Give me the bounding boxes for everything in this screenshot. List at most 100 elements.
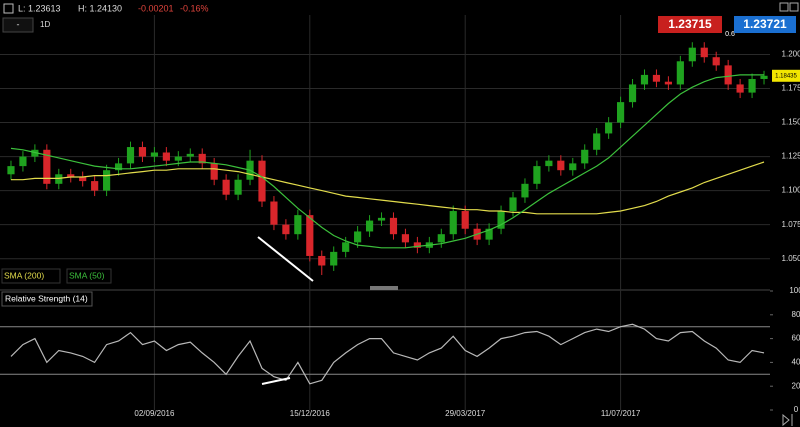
candle-body [605, 122, 613, 134]
candle-body [150, 152, 158, 157]
legend-box [1, 291, 93, 307]
candle-body [7, 166, 15, 175]
y-tick-label: 100 [789, 286, 800, 295]
candle-body [67, 174, 75, 178]
candle-body [342, 242, 350, 252]
candle-body [724, 65, 732, 85]
candle-body [545, 160, 553, 167]
scroll-end-icon[interactable] [782, 413, 793, 427]
candle-body [593, 133, 601, 150]
candle-body [55, 174, 63, 184]
candle-body [294, 215, 302, 235]
candle-body [437, 234, 445, 243]
candle-body [640, 74, 649, 85]
trend-line [261, 377, 291, 385]
candle-body [126, 147, 135, 164]
candle-body [365, 220, 374, 232]
price-change-pct: -0.16% [180, 3, 209, 13]
candle-body [676, 61, 684, 85]
y-tick-label: 1.12500 [782, 152, 800, 161]
candle-body [174, 156, 182, 161]
y-tick-label: 1.07500 [782, 220, 800, 229]
candle-body [413, 242, 421, 248]
high-price: H: 1.24130 [78, 3, 122, 13]
candle-body [318, 255, 326, 266]
buy-button[interactable] [734, 16, 796, 33]
price-change: -0.00201 [138, 3, 174, 13]
candle-body [557, 160, 565, 171]
sell-button[interactable] [658, 16, 722, 33]
candle-body [114, 163, 123, 171]
candle-body [581, 149, 589, 164]
candle-body [162, 152, 170, 161]
y-tick-label: 1.17500 [782, 84, 800, 93]
y-tick-label: 1.20000 [782, 50, 800, 59]
x-tick-label: 02/09/2016 [134, 409, 175, 418]
candle-body [497, 211, 505, 229]
candle-body [688, 47, 696, 62]
y-tick-label: 20 [792, 381, 800, 390]
legend-box [1, 268, 61, 284]
candle-body [330, 251, 338, 266]
candle-body [19, 156, 27, 167]
checkbox[interactable] [3, 3, 14, 14]
spread: 0.6 [725, 31, 735, 38]
candle-body [258, 160, 266, 202]
x-tick-label: 29/03/2017 [445, 409, 486, 418]
window-icon[interactable] [779, 2, 789, 12]
trend-line [257, 236, 314, 282]
candle-body [521, 183, 529, 198]
candle-body [664, 81, 672, 85]
y-tick-label: 0 [794, 405, 799, 414]
series-line [11, 161, 765, 215]
candle-body [569, 163, 577, 171]
candle-body [377, 217, 386, 221]
candle-body [712, 57, 720, 66]
legend-label: SMA (200) [4, 270, 44, 280]
series-line [10, 323, 765, 385]
dropdown-value: - [17, 19, 20, 29]
candle-body [306, 215, 314, 256]
candle-body [282, 224, 290, 235]
y-tick-label: 80 [792, 310, 800, 319]
legend-label: Relative Strength (14) [5, 293, 88, 303]
pane-resize-handle[interactable] [370, 286, 398, 290]
candle-body [509, 197, 517, 212]
candle-body [186, 153, 194, 157]
candle-body [533, 166, 541, 184]
candle-body [354, 231, 362, 243]
candle-body [748, 78, 756, 93]
candle-body [389, 217, 398, 235]
candle-body [652, 74, 661, 82]
low-price: L: 1.23613 [18, 3, 61, 13]
candle-body [449, 211, 457, 235]
candle-body [401, 234, 410, 243]
y-tick-label: 1.15000 [782, 118, 800, 127]
interval[interactable]: 1D [40, 20, 50, 29]
candle-body [91, 181, 99, 191]
window-icon[interactable] [789, 2, 799, 12]
candle-body [138, 147, 147, 157]
sell-price: 1.23715 [668, 17, 712, 31]
candle-body [79, 177, 87, 182]
legend-label: SMA (50) [69, 270, 105, 280]
y-tick-label: 1.10000 [782, 186, 800, 195]
x-tick-label: 11/07/2017 [601, 409, 641, 418]
candle-body [628, 84, 637, 103]
last-price-box [772, 69, 800, 82]
candle-body [760, 75, 768, 79]
candle-body [222, 179, 230, 195]
candle-body [485, 228, 493, 240]
series-line [10, 74, 764, 249]
candle-body [198, 153, 206, 164]
candle-body [210, 163, 218, 180]
y-tick-label: 40 [792, 358, 800, 367]
candle-body [103, 170, 111, 191]
candle-body [270, 201, 278, 225]
candle-body [461, 211, 469, 229]
dropdown[interactable] [2, 17, 34, 33]
candle-body [700, 47, 708, 58]
y-tick-label: 60 [792, 334, 800, 343]
